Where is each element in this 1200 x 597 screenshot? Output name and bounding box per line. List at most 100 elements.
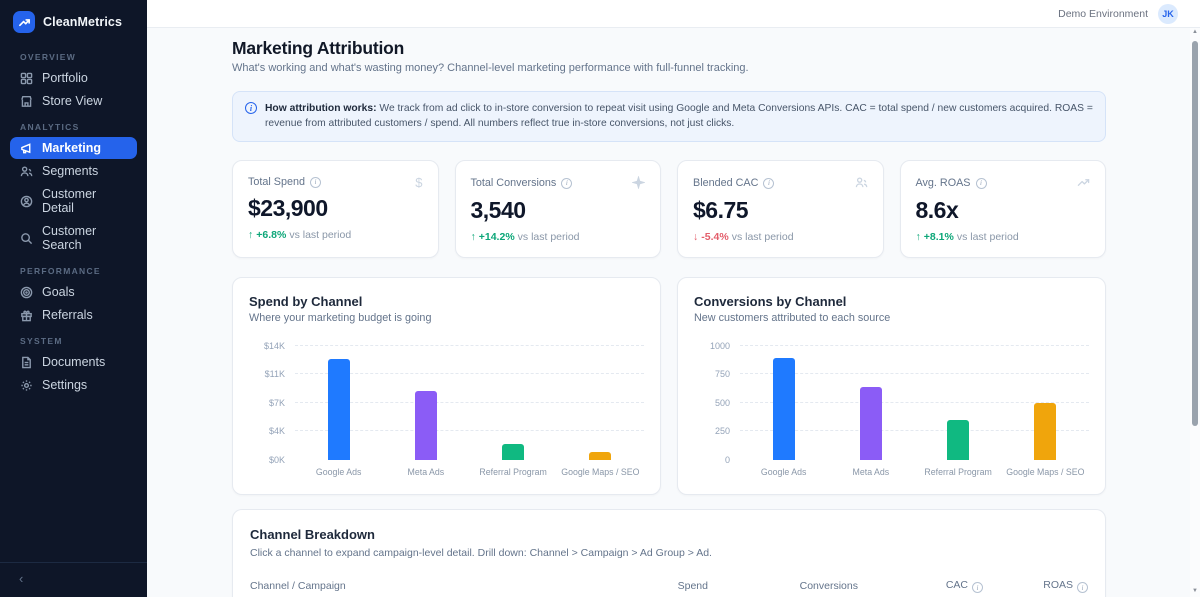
kpi-delta-pct: +6.8% <box>256 228 287 241</box>
sidebar-item-label: Segments <box>42 164 99 178</box>
kpi-row: Total Spend i $ $23,900 ↑ +6.8% vs last per… <box>232 159 1106 258</box>
kpi-delta: ↓ -5.4% vs last period <box>693 231 868 243</box>
column-header-spend: Spend <box>558 572 708 597</box>
kpi-value: 8.6x <box>915 196 959 223</box>
sidebar-item-segments[interactable]: Segments <box>10 160 137 182</box>
sidebar-item-portfolio[interactable]: Portfolio <box>10 67 137 89</box>
sparkle-icon <box>631 175 646 191</box>
kpi-delta-pct: +8.1% <box>923 230 954 243</box>
collapse-sidebar-button[interactable]: ‹ <box>19 571 24 586</box>
x-axis-label: Meta Ads <box>407 466 445 477</box>
kpi-label: Total Spend <box>248 176 306 189</box>
topbar: Demo Environment JK <box>147 0 1200 28</box>
x-axis-label: Meta Ads <box>852 466 890 477</box>
main-area: Demo Environment JK Marketing Attributio… <box>147 0 1200 597</box>
plot-area <box>740 344 1089 460</box>
sidebar-item-documents[interactable]: Documents <box>10 351 137 373</box>
sidebar-section-analytics: ANALYTICS <box>20 122 80 132</box>
sidebar-item-label: Marketing <box>42 141 102 155</box>
bar-google-maps-seo[interactable] <box>1034 402 1057 460</box>
bar-referral-program[interactable] <box>947 419 970 460</box>
x-axis-label: Referral Program <box>479 466 547 477</box>
sidebar-item-label: Settings <box>42 378 88 392</box>
banner-body: We track from ad click to in-store conve… <box>265 103 1093 130</box>
sidebar-item-customer-detail[interactable]: Customer Detail <box>10 183 137 219</box>
kpi-delta-pct: +14.2% <box>478 230 515 243</box>
users-icon <box>19 164 33 178</box>
info-icon[interactable]: i <box>975 177 987 189</box>
sidebar-item-label: Referrals <box>42 308 93 322</box>
bar-google-maps-seo[interactable] <box>589 451 612 460</box>
kpi-label: Total Conversions <box>470 177 557 190</box>
environment-label: Demo Environment <box>1058 7 1148 20</box>
target-icon <box>19 285 33 299</box>
kpi-delta-pct: -5.4% <box>701 230 729 243</box>
kpi-delta-suffix: vs last period <box>956 230 1019 243</box>
page-title: Marketing Attribution <box>232 38 405 58</box>
attribution-info-banner: i How attribution works: We track from a… <box>232 91 1106 142</box>
sidebar-item-marketing[interactable]: Marketing <box>10 137 137 159</box>
column-header-conversions: Conversions <box>708 572 858 597</box>
trend-up-logo-icon <box>13 11 35 33</box>
dollar-icon: $ <box>415 174 423 190</box>
gridline <box>740 401 1089 403</box>
channel-breakdown-card: Channel Breakdown Click a channel to exp… <box>232 508 1106 597</box>
info-icon[interactable]: i <box>1077 582 1088 594</box>
bar-referral-program[interactable] <box>502 443 525 460</box>
user-avatar[interactable]: JK <box>1158 3 1178 24</box>
info-icon[interactable]: i <box>561 177 573 189</box>
kpi-delta-suffix: vs last period <box>289 228 352 241</box>
page-content: Marketing Attribution What's working and… <box>147 28 1200 597</box>
kpi-delta: ↑ +6.8% vs last period <box>248 229 423 241</box>
arrow-up-icon: ↑ <box>248 228 254 241</box>
y-axis-tick-label: 1000 <box>709 340 730 351</box>
bar-meta-ads[interactable] <box>414 390 437 460</box>
gridline <box>295 344 644 346</box>
kpi-card-total-spend: Total Spend i $ $23,900 ↑ +6.8% vs last per… <box>232 159 439 258</box>
column-header-roas: ROAS i <box>983 572 1088 597</box>
table-subtitle: Click a channel to expand campaign-level… <box>250 546 712 559</box>
user-circle-icon <box>19 194 33 208</box>
sidebar-item-label: Goals <box>42 285 75 299</box>
arrow-down-icon: ↓ <box>693 230 699 243</box>
sidebar: CleanMetrics OVERVIEW Portfolio Store Vi… <box>0 0 147 597</box>
sidebar-item-label: Customer Detail <box>42 187 97 215</box>
sidebar-footer: ‹ <box>0 562 147 597</box>
channel-breakdown-table: Channel / Campaign Spend Conversions CAC… <box>250 572 1088 597</box>
bar-google-ads[interactable] <box>327 358 350 460</box>
sidebar-item-referrals[interactable]: Referrals <box>10 304 137 326</box>
sidebar-item-store-view[interactable]: Store View <box>10 90 137 112</box>
y-axis-tick-label: $7K <box>268 397 285 408</box>
kpi-delta-suffix: vs last period <box>731 230 794 243</box>
arrow-up-icon: ↑ <box>915 230 921 243</box>
scrollbar-track[interactable] <box>1190 38 1200 587</box>
x-axis-label: Referral Program <box>924 466 992 477</box>
sidebar-item-customer-search[interactable]: Customer Search <box>10 220 137 256</box>
bar-google-ads[interactable] <box>772 358 795 460</box>
y-axis-tick-label: $11K <box>264 369 285 380</box>
y-axis-tick-label: $4K <box>268 426 285 437</box>
conversions-by-channel-chart: Conversions by Channel New customers att… <box>677 276 1106 495</box>
kpi-label: Avg. ROAS <box>915 177 971 190</box>
info-icon[interactable]: i <box>763 177 775 189</box>
sidebar-item-goals[interactable]: Goals <box>10 281 137 303</box>
scroll-up-arrow[interactable]: ▲ <box>1192 29 1198 35</box>
scrollbar-thumb[interactable] <box>1192 41 1198 426</box>
column-header-channel: Channel / Campaign <box>250 572 558 597</box>
scroll-down-arrow[interactable]: ▼ <box>1192 588 1198 594</box>
kpi-value: $6.75 <box>693 196 749 223</box>
search-icon <box>19 231 33 245</box>
info-icon[interactable]: i <box>310 176 322 188</box>
x-axis-label: Google Maps / SEO <box>1006 466 1085 477</box>
sidebar-item-settings[interactable]: Settings <box>10 374 137 396</box>
sidebar-item-label: Customer Search <box>42 224 97 252</box>
gift-icon <box>19 308 33 322</box>
x-axis: Google Ads Meta Ads Referral Program Google… <box>295 467 644 477</box>
info-icon[interactable]: i <box>972 582 983 594</box>
kpi-delta: ↑ +8.1% vs last period <box>916 231 1091 243</box>
bar-meta-ads[interactable] <box>859 386 882 460</box>
spend-by-channel-chart: Spend by Channel Where your marketing bu… <box>232 276 661 495</box>
brand-logo[interactable]: CleanMetrics <box>0 0 147 43</box>
arrow-up-icon: ↑ <box>470 230 476 243</box>
